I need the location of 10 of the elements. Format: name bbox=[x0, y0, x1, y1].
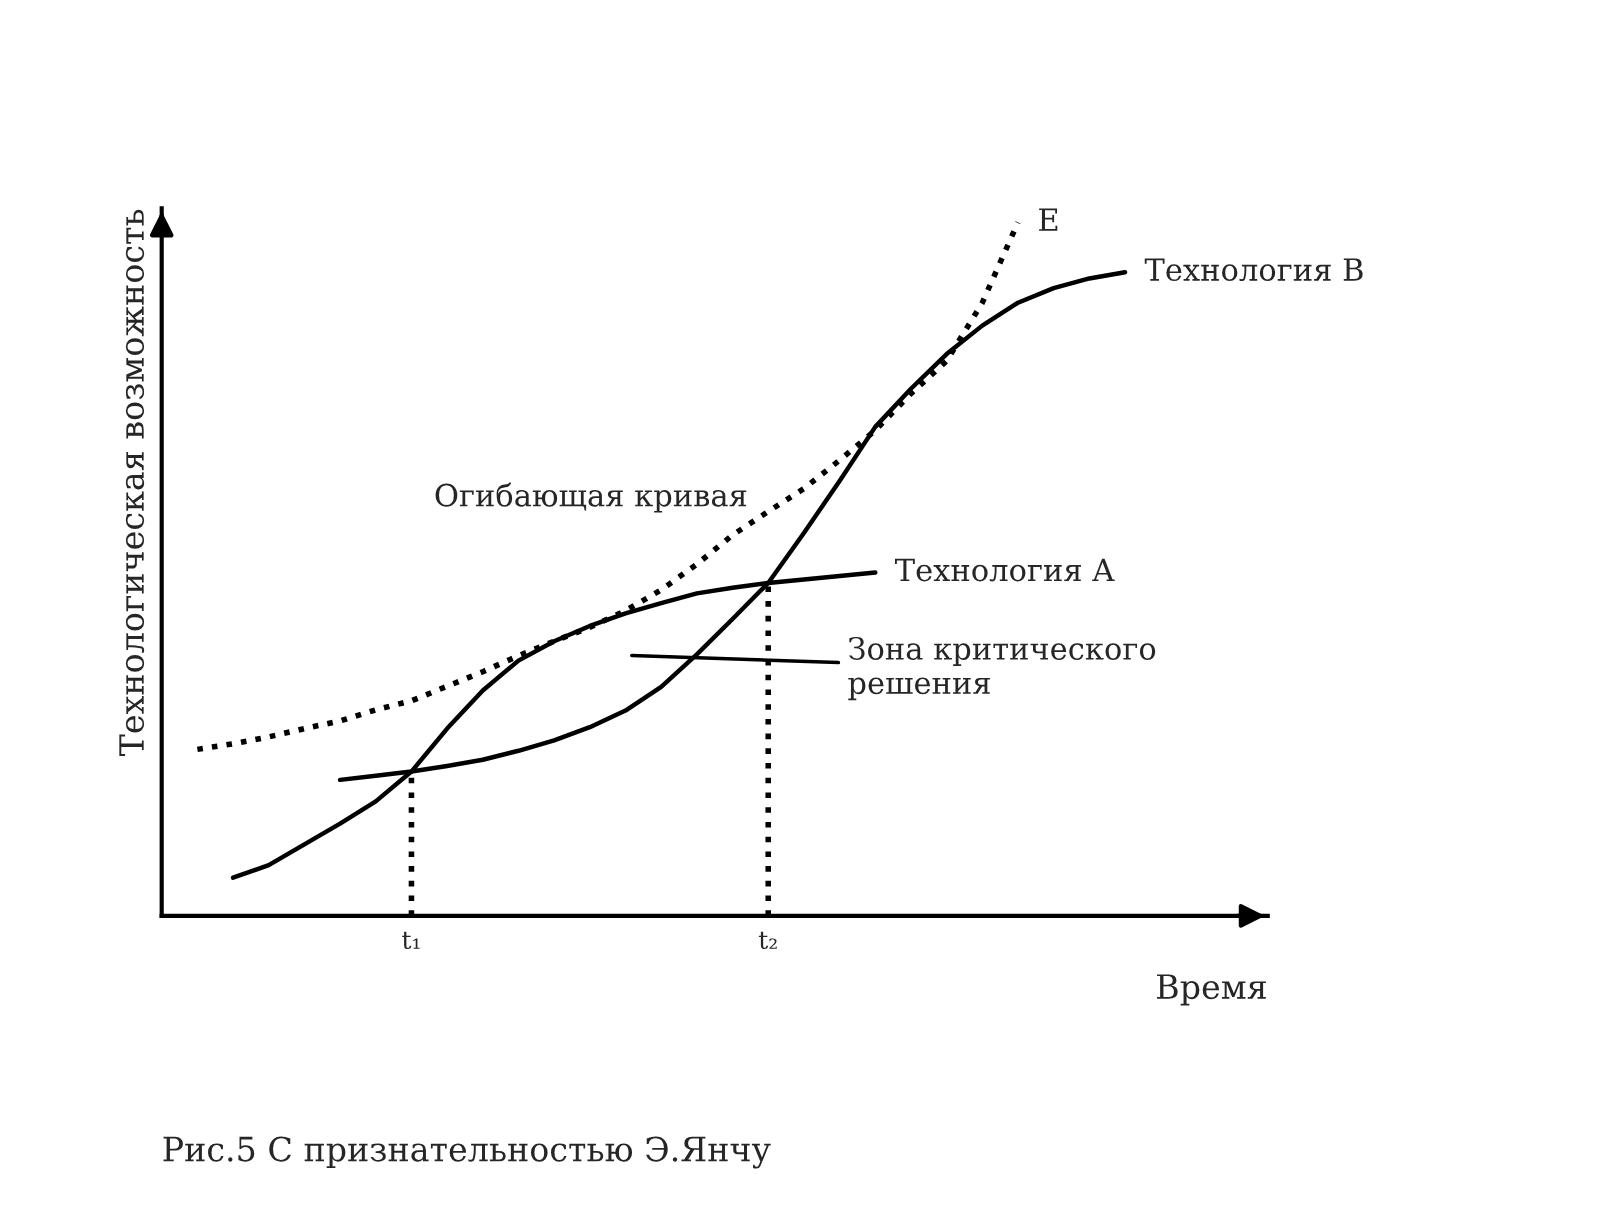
x-tick-label: t₁ bbox=[402, 931, 420, 950]
series-label: Технология A bbox=[895, 558, 1115, 582]
annotation: Зона критического решения bbox=[848, 636, 1156, 701]
annotation: Огибающая кривая bbox=[435, 482, 747, 513]
x-axis-title: Время bbox=[1157, 974, 1266, 1006]
series-label: E bbox=[1039, 208, 1058, 231]
series-label: Технология B bbox=[1144, 258, 1363, 282]
text: Рис.5 С признательностью Э.Янчу bbox=[163, 1136, 771, 1169]
y-axis-title: Технологическая возможность bbox=[119, 209, 145, 757]
x-tick-label: t₂ bbox=[758, 931, 777, 950]
